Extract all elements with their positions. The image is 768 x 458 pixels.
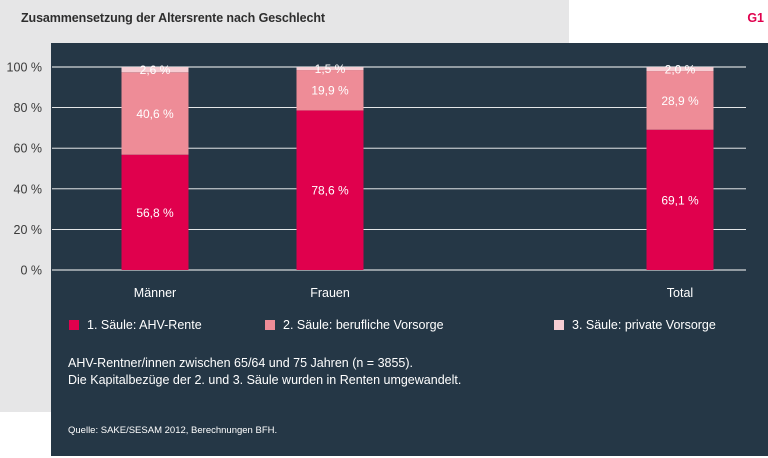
data-label: 56,8 %	[136, 206, 174, 220]
chart-title: Zusammensetzung der Altersrente nach Ges…	[21, 11, 325, 25]
legend-label-bv: 2. Säule: berufliche Vorsorge	[283, 318, 444, 332]
bar-segment	[646, 129, 714, 270]
x-tick-label: Total	[667, 286, 693, 300]
x-tick-label: Frauen	[310, 286, 350, 300]
y-tick-label: 100 %	[7, 61, 42, 75]
bar-segment	[646, 71, 714, 130]
y-tick-label: 80 %	[14, 101, 43, 115]
note-line-2: Die Kapitalbezüge der 2. und 3. Säule wu…	[68, 373, 462, 387]
x-tick-label: Männer	[134, 286, 176, 300]
chart-code: G1	[747, 11, 764, 25]
legend-item-ahv: 1. Säule: AHV-Rente	[69, 318, 202, 332]
data-label: 28,9 %	[661, 94, 699, 108]
data-label: 2,6 %	[140, 63, 171, 77]
y-tick-label: 40 %	[14, 182, 43, 196]
bar-segment	[121, 67, 189, 73]
bar-segment	[121, 154, 189, 270]
bar-segment	[296, 67, 364, 71]
data-label: 40,6 %	[136, 107, 174, 121]
y-tick-label: 20 %	[14, 223, 43, 237]
bar-segment	[296, 70, 364, 111]
legend-item-private: 3. Säule: private Vorsorge	[554, 318, 716, 332]
chart-note: AHV-Rentner/innen zwischen 65/64 und 75 …	[68, 355, 461, 389]
source-note: Quelle: SAKE/SESAM 2012, Berechnungen BF…	[68, 425, 278, 436]
data-label: 78,6 %	[311, 184, 349, 198]
legend-label-private: 3. Säule: private Vorsorge	[572, 318, 716, 332]
data-label: 19,9 %	[311, 84, 349, 98]
legend-swatch-ahv	[69, 320, 79, 330]
bar-segment	[646, 67, 714, 72]
legend-swatch-bv	[265, 320, 275, 330]
bar-segment	[121, 72, 189, 155]
legend-swatch-private	[554, 320, 564, 330]
data-label: 69,1 %	[661, 193, 699, 207]
y-tick-label: 0 %	[20, 264, 42, 278]
bar-segment	[296, 110, 364, 270]
data-label: 2,0 %	[665, 63, 696, 77]
legend: 1. Säule: AHV-Rente 2. Säule: berufliche…	[63, 318, 763, 336]
legend-label-ahv: 1. Säule: AHV-Rente	[87, 318, 202, 332]
legend-item-bv: 2. Säule: berufliche Vorsorge	[265, 318, 444, 332]
data-label: 1,5 %	[315, 62, 346, 76]
note-line-1: AHV-Rentner/innen zwischen 65/64 und 75 …	[68, 356, 414, 370]
y-tick-label: 60 %	[14, 142, 43, 156]
